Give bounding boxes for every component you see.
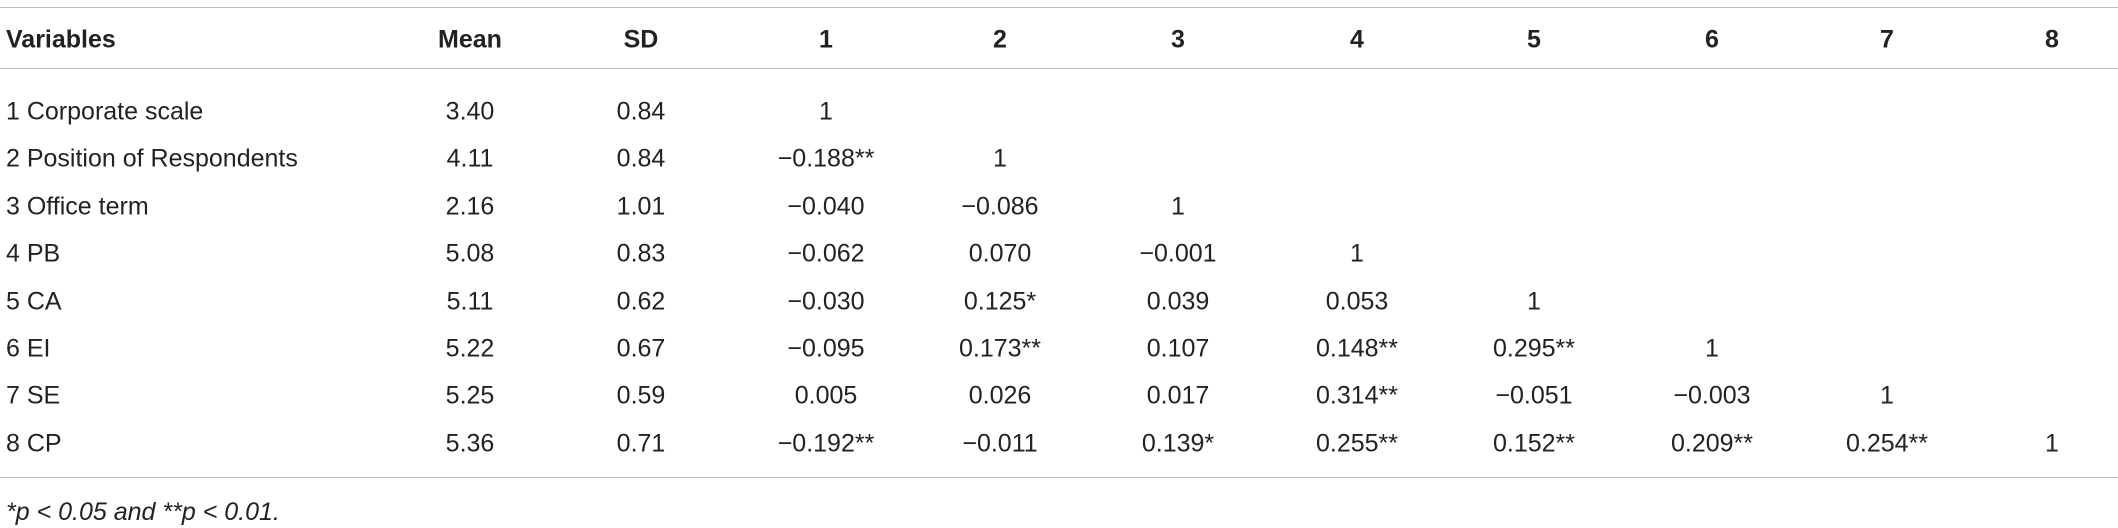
table-cell: 0.173** [958, 334, 1042, 363]
table-cell: 1 [1171, 192, 1185, 221]
table-cell: 0.84 [616, 144, 666, 173]
column-header: 2 [993, 25, 1007, 54]
column-header: SD [623, 25, 659, 54]
row-label: 5 CA [6, 287, 62, 316]
table-cell: 0.254** [1845, 429, 1929, 458]
table-cell: 0.039 [1146, 287, 1210, 316]
table-cell: −0.040 [787, 192, 865, 221]
table-cell: 0.209** [1670, 429, 1754, 458]
table-cell: 1 [819, 97, 833, 126]
table-cell: 1 [2045, 429, 2059, 458]
table-cell: 0.005 [794, 381, 858, 410]
column-header: Variables [6, 25, 116, 54]
column-header: 7 [1880, 25, 1894, 54]
table-cell: 0.026 [968, 381, 1032, 410]
table-cell: 1 [1880, 381, 1894, 410]
table-cell: 0.152** [1492, 429, 1576, 458]
table-cell: 2.16 [445, 192, 495, 221]
table-cell: −0.095 [787, 334, 865, 363]
table-cell: −0.188** [777, 144, 875, 173]
table-cell: 1 [1527, 287, 1541, 316]
row-label: 3 Office term [6, 192, 149, 221]
top-rule [0, 7, 2118, 8]
table-cell: −0.001 [1139, 239, 1217, 268]
table-cell: 4.11 [446, 144, 494, 173]
table-cell: 0.295** [1492, 334, 1576, 363]
column-header: 3 [1171, 25, 1185, 54]
table-cell: 0.71 [616, 429, 666, 458]
table-cell: −0.192** [777, 429, 875, 458]
table-cell: 0.148** [1315, 334, 1399, 363]
row-label: 6 EI [6, 334, 51, 363]
table-cell: −0.051 [1495, 381, 1573, 410]
table-cell: 0.053 [1325, 287, 1389, 316]
table-cell: 5.22 [445, 334, 495, 363]
column-header: 5 [1527, 25, 1541, 54]
table-cell: 5.11 [446, 287, 494, 316]
table-cell: 0.83 [616, 239, 666, 268]
table-cell: 0.107 [1146, 334, 1210, 363]
table-cell: 0.84 [616, 97, 666, 126]
table-cell: 0.59 [616, 381, 666, 410]
column-header: 4 [1350, 25, 1364, 54]
table-cell: 0.67 [616, 334, 666, 363]
table-cell: 0.314** [1315, 381, 1399, 410]
row-label: 8 CP [6, 429, 62, 458]
table-cell: 1 [1350, 239, 1364, 268]
footnote: *p < 0.05 and **p < 0.01. [6, 498, 280, 526]
table-cell: 0.139* [1141, 429, 1215, 458]
column-header: Mean [438, 25, 502, 54]
table-cell: 1 [1705, 334, 1719, 363]
table-cell: 5.36 [445, 429, 495, 458]
column-header: 1 [819, 25, 833, 54]
table-cell: −0.003 [1673, 381, 1751, 410]
table-cell: −0.011 [962, 429, 1038, 458]
table-cell: 0.125* [963, 287, 1037, 316]
column-header: 8 [2045, 25, 2059, 54]
table-cell: −0.086 [961, 192, 1039, 221]
table-cell: 0.62 [616, 287, 666, 316]
table-cell: 0.017 [1146, 381, 1210, 410]
row-label: 4 PB [6, 239, 61, 268]
table-cell: 5.08 [445, 239, 495, 268]
column-header: 6 [1705, 25, 1719, 54]
row-label: 1 Corporate scale [6, 97, 204, 126]
bottom-rule [0, 477, 2118, 478]
table-cell: −0.030 [787, 287, 865, 316]
table-cell: 0.255** [1315, 429, 1399, 458]
table-cell: 1 [993, 144, 1007, 173]
row-label: 7 SE [6, 381, 61, 410]
table-cell: 0.070 [968, 239, 1032, 268]
table-cell: 5.25 [445, 381, 495, 410]
table-cell: −0.062 [787, 239, 865, 268]
table-cell: 1.01 [616, 192, 666, 221]
header-rule [0, 68, 2118, 69]
table-cell: 3.40 [445, 97, 495, 126]
row-label: 2 Position of Respondents [6, 144, 298, 173]
